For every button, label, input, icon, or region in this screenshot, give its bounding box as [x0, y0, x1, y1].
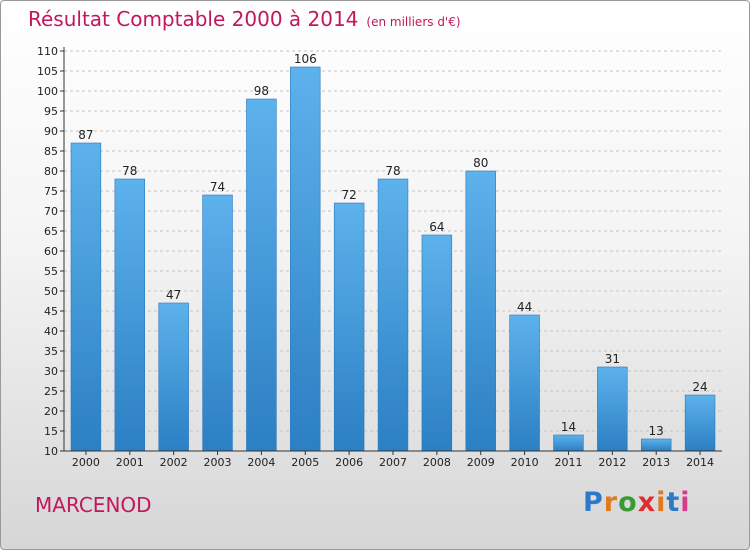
bar-value-label: 80	[473, 156, 488, 170]
logo-letter: x	[637, 487, 657, 518]
y-tick-label: 95	[44, 105, 58, 118]
axes: 10 15 20 25 30 35 40 45 50 55 60 65 70 75 80 85 90 95 100 1…	[37, 45, 722, 469]
bar	[158, 302, 189, 452]
y-tick-label: 100	[37, 85, 58, 98]
x-tick-label: 2009	[467, 456, 495, 469]
bar-value-label: 31	[605, 352, 620, 366]
y-tick-label: 20	[44, 405, 58, 418]
bar-value-label: 87	[78, 128, 93, 142]
x-tick-label: 2007	[379, 456, 407, 469]
y-tick-label: 85	[44, 145, 58, 158]
bar	[114, 178, 146, 452]
x-tick-label: 2013	[642, 456, 670, 469]
y-tick-label: 110	[37, 45, 58, 58]
bar	[377, 178, 409, 452]
bar	[202, 194, 233, 452]
y-tick-label: 90	[44, 125, 58, 138]
bar	[290, 66, 321, 452]
bar-value-label: 106	[294, 52, 317, 66]
bar-value-label: 24	[692, 380, 707, 394]
bar	[465, 170, 496, 452]
y-tick-label: 75	[44, 185, 58, 198]
bar	[246, 98, 277, 452]
x-tick-label: 2002	[160, 456, 188, 469]
logo-letter: P	[583, 487, 604, 518]
logo-letter: i	[656, 487, 667, 518]
bar-value-label: 98	[254, 84, 269, 98]
y-tick-label: 70	[44, 205, 58, 218]
bar	[421, 234, 453, 452]
proxiti-logo: Proxiti	[583, 487, 691, 518]
bar-value-label: 13	[649, 424, 664, 438]
x-tick-label: 2004	[247, 456, 275, 469]
y-tick-label: 65	[44, 225, 58, 238]
chart-title: Résultat Comptable 2000 à 2014 (en millie…	[28, 7, 461, 31]
bar-value-label: 14	[561, 420, 576, 434]
y-tick-label: 60	[44, 245, 58, 258]
y-tick-label: 50	[44, 285, 58, 298]
x-tick-label: 2001	[116, 456, 144, 469]
y-tick-label: 80	[44, 165, 58, 178]
chart-title-main: Résultat Comptable 2000 à 2014	[28, 7, 359, 31]
x-tick-label: 2006	[335, 456, 363, 469]
y-tick-label: 15	[44, 425, 58, 438]
logo-letter: o	[618, 487, 638, 518]
bar	[70, 142, 102, 452]
bar-value-label: 64	[429, 220, 444, 234]
y-tick-label: 35	[44, 345, 58, 358]
x-tick-label: 2014	[686, 456, 714, 469]
bar-value-label: 78	[385, 164, 400, 178]
chart-title-unit: (en milliers d'€)	[366, 15, 461, 29]
x-tick-label: 2008	[423, 456, 451, 469]
bar-value-label: 44	[517, 300, 532, 314]
y-tick-label: 55	[44, 265, 58, 278]
bar-value-label: 47	[166, 288, 181, 302]
x-tick-label: 2003	[204, 456, 232, 469]
logo-letter: i	[680, 487, 691, 518]
logo-letter: r	[603, 487, 619, 518]
x-tick-label: 2012	[598, 456, 626, 469]
town-name: MARCENOD	[35, 493, 152, 517]
x-tick-label: 2005	[291, 456, 319, 469]
y-tick-label: 45	[44, 305, 58, 318]
x-tick-label: 2010	[511, 456, 539, 469]
bar	[640, 438, 672, 452]
bar	[553, 434, 584, 452]
y-tick-label: 105	[37, 65, 58, 78]
y-tick-label: 10	[44, 445, 58, 458]
y-tick-label: 30	[44, 365, 58, 378]
bar	[597, 366, 628, 452]
bar-value-label: 78	[122, 164, 137, 178]
x-tick-label: 2000	[72, 456, 100, 469]
x-tick-label: 2011	[554, 456, 582, 469]
logo-letter: t	[666, 487, 681, 518]
bar	[684, 394, 716, 452]
bar	[509, 314, 540, 452]
bar-value-label: 72	[341, 188, 356, 202]
y-tick-label: 25	[44, 385, 58, 398]
bar	[333, 202, 365, 452]
y-tick-label: 40	[44, 325, 58, 338]
bar-value-label: 74	[210, 180, 225, 194]
